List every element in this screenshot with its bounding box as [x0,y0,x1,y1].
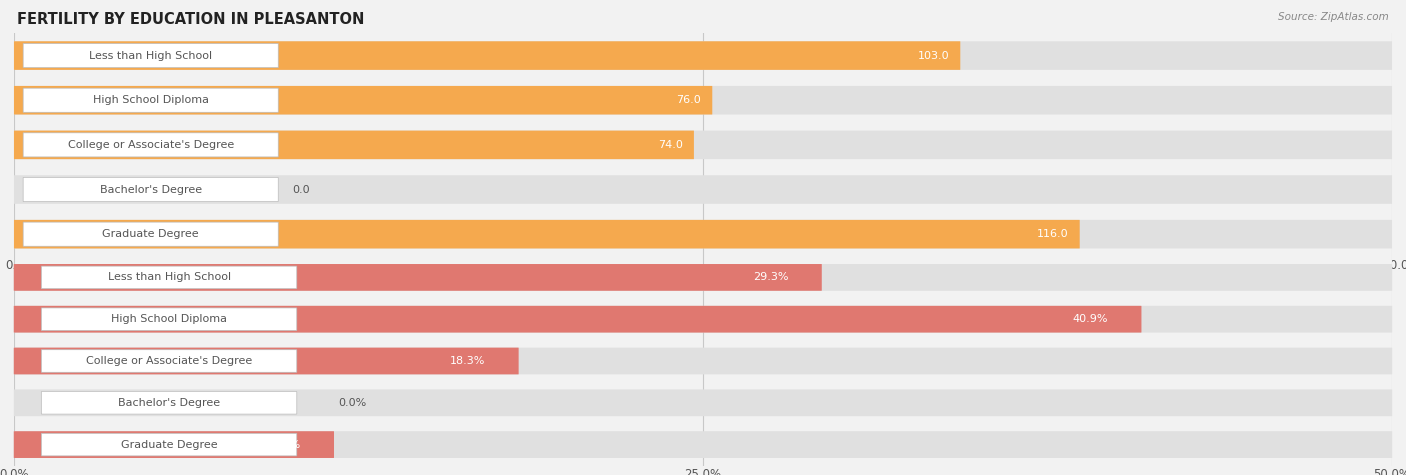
Text: Less than High School: Less than High School [107,272,231,283]
FancyBboxPatch shape [14,348,519,374]
Text: Bachelor's Degree: Bachelor's Degree [118,398,221,408]
Text: Less than High School: Less than High School [89,50,212,61]
FancyBboxPatch shape [14,220,1392,248]
FancyBboxPatch shape [41,350,297,372]
FancyBboxPatch shape [14,306,1392,332]
Text: 40.9%: 40.9% [1073,314,1108,324]
Text: 0.0: 0.0 [292,184,309,195]
FancyBboxPatch shape [14,264,1392,291]
Text: 29.3%: 29.3% [754,272,789,283]
Text: Graduate Degree: Graduate Degree [103,229,200,239]
FancyBboxPatch shape [22,133,278,157]
Text: 103.0: 103.0 [918,50,949,61]
Text: FERTILITY BY EDUCATION IN PLEASANTON: FERTILITY BY EDUCATION IN PLEASANTON [17,12,364,27]
FancyBboxPatch shape [14,306,1142,332]
Text: 116.0: 116.0 [1038,229,1069,239]
FancyBboxPatch shape [14,264,821,291]
Text: 0.0%: 0.0% [337,398,366,408]
FancyBboxPatch shape [14,431,335,458]
FancyBboxPatch shape [41,433,297,456]
Text: High School Diploma: High School Diploma [111,314,228,324]
FancyBboxPatch shape [14,431,1392,458]
Text: 18.3%: 18.3% [450,356,485,366]
FancyBboxPatch shape [14,41,960,70]
FancyBboxPatch shape [14,175,1392,204]
Text: 74.0: 74.0 [658,140,683,150]
FancyBboxPatch shape [14,41,1392,70]
FancyBboxPatch shape [14,131,1392,159]
Text: 76.0: 76.0 [676,95,702,105]
FancyBboxPatch shape [14,348,1392,374]
FancyBboxPatch shape [22,88,278,112]
FancyBboxPatch shape [14,220,1080,248]
FancyBboxPatch shape [41,266,297,289]
FancyBboxPatch shape [22,178,278,201]
Text: College or Associate's Degree: College or Associate's Degree [67,140,233,150]
FancyBboxPatch shape [41,308,297,331]
FancyBboxPatch shape [22,44,278,67]
Text: Source: ZipAtlas.com: Source: ZipAtlas.com [1278,12,1389,22]
FancyBboxPatch shape [14,86,1392,114]
Text: Graduate Degree: Graduate Degree [121,439,218,450]
Text: Bachelor's Degree: Bachelor's Degree [100,184,202,195]
Text: College or Associate's Degree: College or Associate's Degree [86,356,252,366]
FancyBboxPatch shape [22,222,278,246]
FancyBboxPatch shape [41,391,297,414]
Text: 11.6%: 11.6% [266,439,301,450]
FancyBboxPatch shape [14,86,713,114]
FancyBboxPatch shape [14,390,1392,416]
FancyBboxPatch shape [14,131,695,159]
Text: High School Diploma: High School Diploma [93,95,208,105]
